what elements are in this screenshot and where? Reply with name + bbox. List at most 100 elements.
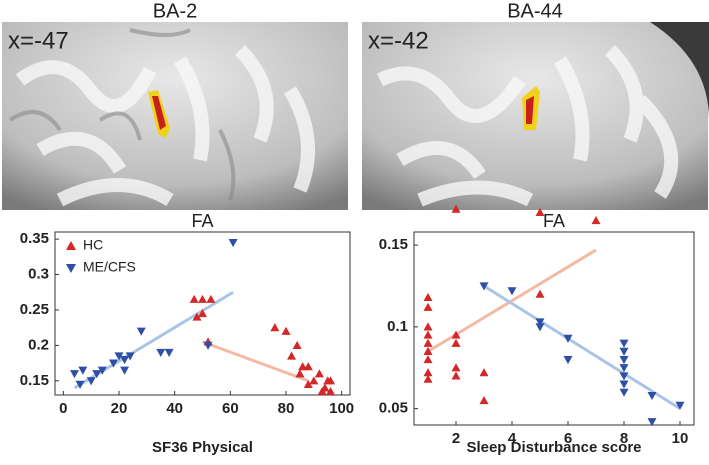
data-point <box>326 376 336 385</box>
data-point <box>295 369 305 378</box>
fit-line <box>201 340 309 383</box>
data-point <box>303 379 313 388</box>
brain-image <box>362 22 709 210</box>
data-point <box>189 294 199 303</box>
chart-title: FA <box>191 211 213 231</box>
brain-image <box>2 22 348 210</box>
data-point <box>619 355 629 365</box>
data-point <box>535 289 545 298</box>
data-point <box>287 351 297 360</box>
data-point <box>535 318 545 327</box>
data-point <box>619 372 629 381</box>
data-point <box>423 322 433 331</box>
data-point <box>206 294 216 303</box>
data-point <box>479 368 489 377</box>
data-point <box>535 207 545 216</box>
data-point <box>675 401 685 410</box>
legend-label: HC <box>83 237 103 253</box>
data-point <box>591 216 601 225</box>
data-point <box>192 312 202 321</box>
x-tick-label: 4 <box>508 430 517 447</box>
data-point <box>479 282 489 291</box>
data-point <box>86 377 96 386</box>
data-point <box>326 386 336 396</box>
image-label: x=-42 <box>368 27 429 54</box>
y-tick-label: 0.3 <box>28 265 49 282</box>
y-tick-label: 0.35 <box>20 230 49 247</box>
plot-frame <box>54 231 351 396</box>
chart-title: FA <box>543 211 565 231</box>
y-tick-label: 0.15 <box>379 236 408 253</box>
data-point <box>198 309 207 318</box>
plot-frame <box>413 231 695 426</box>
fit-line <box>483 284 681 410</box>
data-point <box>563 334 573 343</box>
data-point <box>309 376 319 385</box>
data-point <box>451 371 461 380</box>
x-tick-label: 20 <box>111 400 128 417</box>
data-point <box>125 352 135 361</box>
data-point <box>423 355 433 364</box>
data-point <box>507 287 517 296</box>
data-point <box>535 323 545 332</box>
image-title: BA-2 <box>153 0 197 22</box>
x-tick-label: 0 <box>59 400 67 417</box>
data-point <box>423 292 433 302</box>
data-point <box>451 204 461 213</box>
data-point <box>120 366 130 375</box>
x-tick-label: 6 <box>564 430 572 447</box>
data-point <box>619 388 629 397</box>
data-point <box>136 327 146 336</box>
image-title: BA-44 <box>507 0 563 22</box>
x-tick-label: 8 <box>620 430 628 447</box>
legend-marker <box>66 264 76 273</box>
data-point <box>647 418 657 427</box>
data-point <box>563 355 573 365</box>
data-point <box>228 239 238 248</box>
data-point <box>270 323 280 332</box>
legend-marker <box>66 241 76 250</box>
y-tick-label: 0.25 <box>20 301 49 318</box>
data-point <box>78 366 88 375</box>
x-tick-label: 80 <box>278 400 295 417</box>
y-tick-label: 0.15 <box>20 372 49 389</box>
x-axis-label: SF36 Physical <box>152 439 253 456</box>
data-point <box>92 370 102 379</box>
data-point <box>114 352 124 361</box>
data-point <box>120 355 130 365</box>
data-point <box>97 366 107 375</box>
x-axis-label: Sleep Disturbance score <box>466 439 641 456</box>
data-point <box>164 348 174 357</box>
data-point <box>198 294 207 303</box>
data-point <box>423 368 433 377</box>
data-point <box>423 338 433 347</box>
data-point <box>423 346 433 355</box>
data-point <box>303 362 313 371</box>
data-point <box>451 363 461 372</box>
data-point <box>203 341 213 350</box>
data-point <box>423 330 433 339</box>
data-point <box>292 340 302 349</box>
data-point <box>317 386 327 396</box>
data-point <box>156 348 166 357</box>
data-point <box>451 330 461 339</box>
data-point <box>619 347 629 356</box>
data-point <box>108 359 118 368</box>
data-point <box>479 395 489 405</box>
data-point <box>69 370 79 379</box>
data-point <box>619 380 629 389</box>
data-point <box>423 374 433 383</box>
data-point <box>423 302 433 311</box>
x-tick-label: 60 <box>222 400 239 417</box>
data-point <box>619 364 629 373</box>
x-tick-label: 100 <box>329 400 354 417</box>
y-tick-label: 0.2 <box>28 336 49 353</box>
data-point <box>314 369 324 378</box>
y-tick-label: 0.05 <box>379 400 408 417</box>
data-point <box>281 326 291 335</box>
x-tick-label: 2 <box>452 430 460 447</box>
x-tick-label: 40 <box>166 400 183 417</box>
data-point <box>619 339 629 348</box>
y-tick-label: 0.1 <box>387 318 408 335</box>
